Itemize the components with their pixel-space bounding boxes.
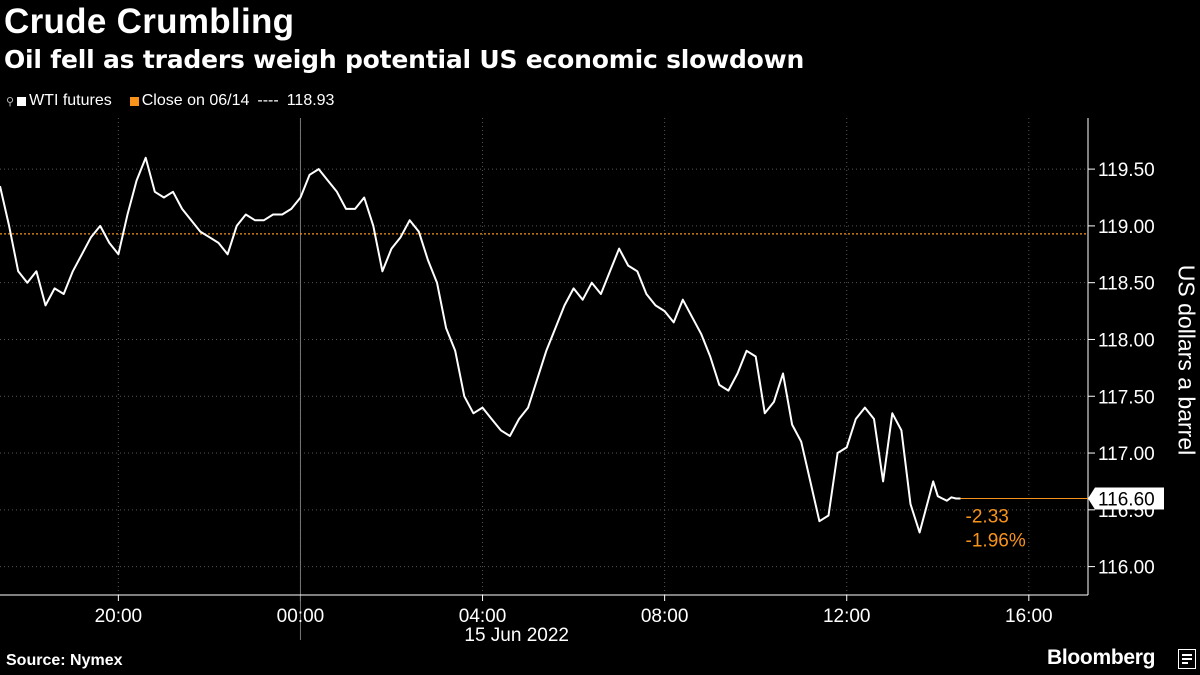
x-tick-label: 20:00 — [95, 606, 143, 627]
y-tick-label: 119.50 — [1098, 160, 1155, 181]
close-swatch — [129, 96, 139, 106]
x-axis-date-label: 15 Jun 2022 — [464, 625, 569, 646]
chart-title: Crude Crumbling — [4, 2, 295, 41]
gridlines — [0, 118, 1088, 595]
axes — [0, 118, 1095, 640]
y-tick-label: 118.00 — [1098, 330, 1155, 351]
legend-close-dashes: ---- — [257, 92, 279, 109]
brand-terminal-icon — [1178, 649, 1196, 669]
x-tick-label: 04:00 — [459, 606, 507, 627]
x-tick-label: 08:00 — [641, 606, 689, 627]
series-layer — [0, 156, 1088, 534]
y-axis-label: US dollars a barrel — [1173, 264, 1200, 456]
legend-series-label: WTI futures — [29, 92, 112, 109]
x-tick-label: 16:00 — [1005, 606, 1053, 627]
series-line-wti-futures — [0, 156, 961, 534]
y-tick-label: 119.00 — [1098, 217, 1155, 238]
tick-labels: 116.00116.50117.00117.50118.00118.50119.… — [95, 160, 1164, 646]
change-pct-label: -1.96% — [966, 530, 1026, 551]
legend-close-value: 118.93 — [286, 92, 335, 109]
y-tick-label: 118.50 — [1098, 274, 1155, 295]
series-swatch — [17, 96, 27, 106]
brand-logo: Bloomberg — [1047, 646, 1156, 669]
last-value-label: 116.60 — [1098, 489, 1155, 510]
last-value-box — [1088, 487, 1164, 510]
change-abs-label: -2.33 — [966, 506, 1009, 527]
y-tick-label: 117.00 — [1098, 444, 1155, 465]
legend: ⚲ WTI futures Close on 06/14 ---- 118.93 — [6, 92, 334, 110]
source-note: Source: Nymex — [6, 652, 123, 669]
legend-close-label: Close on 06/14 — [141, 92, 250, 109]
x-tick-label: 00:00 — [277, 606, 325, 627]
chart-subtitle: Oil fell as traders weigh potential US e… — [4, 45, 805, 74]
y-tick-label: 116.00 — [1098, 558, 1155, 579]
pin-icon: ⚲ — [6, 95, 15, 108]
x-tick-label: 12:00 — [823, 606, 871, 627]
y-tick-label: 117.50 — [1098, 387, 1155, 408]
